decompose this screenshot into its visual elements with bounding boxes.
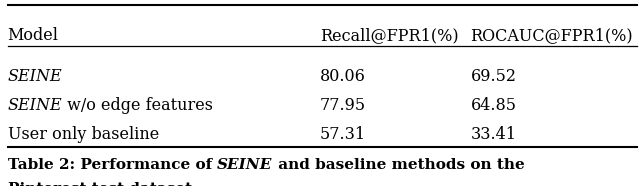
Text: 57.31: 57.31 xyxy=(320,126,366,142)
Text: w/o edge features: w/o edge features xyxy=(62,97,213,114)
Text: User only baseline: User only baseline xyxy=(8,126,159,142)
Text: Table 2: Performance of: Table 2: Performance of xyxy=(8,158,217,172)
Text: 64.85: 64.85 xyxy=(470,97,516,114)
Text: 33.41: 33.41 xyxy=(470,126,516,142)
Text: Model: Model xyxy=(8,27,59,44)
Text: SEINE: SEINE xyxy=(8,97,62,114)
Text: and baseline methods on the: and baseline methods on the xyxy=(273,158,524,172)
Text: Recall@FPR1(%): Recall@FPR1(%) xyxy=(320,27,459,44)
Text: SEINE: SEINE xyxy=(217,158,273,172)
Text: ROCAUC@FPR1(%): ROCAUC@FPR1(%) xyxy=(470,27,633,44)
Text: SEINE: SEINE xyxy=(8,68,62,85)
Text: 80.06: 80.06 xyxy=(320,68,366,85)
Text: Pinterest test dataset.: Pinterest test dataset. xyxy=(8,182,197,186)
Text: 77.95: 77.95 xyxy=(320,97,366,114)
Text: 69.52: 69.52 xyxy=(470,68,516,85)
